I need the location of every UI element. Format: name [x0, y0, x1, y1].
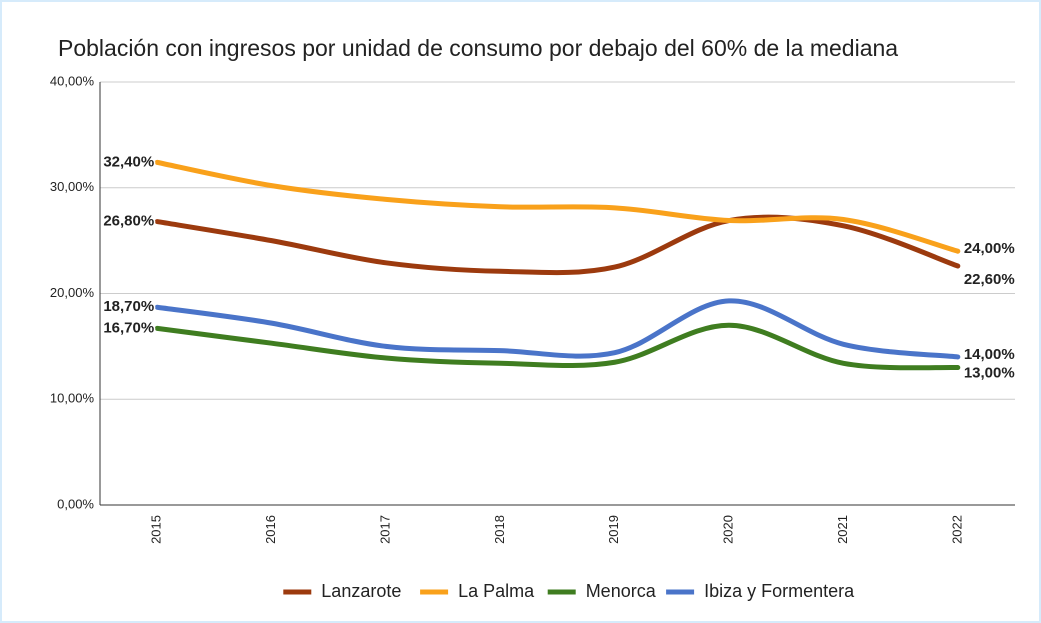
data-label: 14,00% — [964, 346, 1015, 363]
x-tick-label: 2015 — [149, 515, 164, 544]
data-label: 16,70% — [103, 319, 154, 336]
y-tick-label: 30,00% — [50, 179, 95, 194]
legend-label: Ibiza y Formentera — [704, 581, 855, 601]
data-label: 18,70% — [103, 298, 154, 315]
legend-label: Lanzarote — [321, 581, 401, 601]
data-label: 22,60% — [964, 271, 1015, 288]
data-label: 32,40% — [103, 153, 154, 170]
series-line — [154, 298, 961, 360]
x-tick-label: 2019 — [606, 515, 621, 544]
data-label: 26,80% — [103, 213, 154, 230]
data-label: 13,00% — [964, 364, 1015, 381]
data-label: 24,00% — [964, 240, 1015, 257]
legend-label: Menorca — [586, 581, 657, 601]
series-line — [154, 214, 961, 276]
series-line — [154, 322, 961, 371]
x-tick-label: 2022 — [949, 515, 964, 544]
y-tick-label: 10,00% — [50, 391, 95, 406]
x-tick-label: 2021 — [835, 515, 850, 544]
x-tick-label: 2017 — [377, 515, 392, 544]
y-tick-label: 0,00% — [57, 496, 94, 511]
x-tick-label: 2016 — [263, 515, 278, 544]
y-tick-label: 20,00% — [50, 285, 95, 300]
series-line — [154, 159, 961, 254]
chart-title: Población con ingresos por unidad de con… — [58, 35, 898, 61]
y-tick-label: 40,00% — [50, 73, 95, 88]
x-tick-label: 2020 — [721, 515, 736, 544]
x-tick-label: 2018 — [492, 515, 507, 544]
legend-label: La Palma — [458, 581, 535, 601]
